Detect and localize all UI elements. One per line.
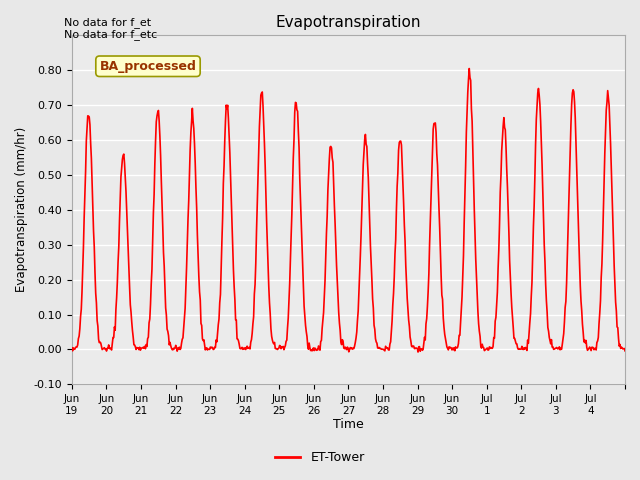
Text: No data for f_etc: No data for f_etc [64, 29, 157, 40]
Title: Evapotranspiration: Evapotranspiration [276, 15, 421, 30]
X-axis label: Time: Time [333, 419, 364, 432]
Text: No data for f_et: No data for f_et [64, 17, 151, 28]
Legend: ET-Tower: ET-Tower [270, 446, 370, 469]
Y-axis label: Evapotranspiration (mm/hr): Evapotranspiration (mm/hr) [15, 127, 28, 292]
Text: BA_processed: BA_processed [100, 60, 196, 73]
